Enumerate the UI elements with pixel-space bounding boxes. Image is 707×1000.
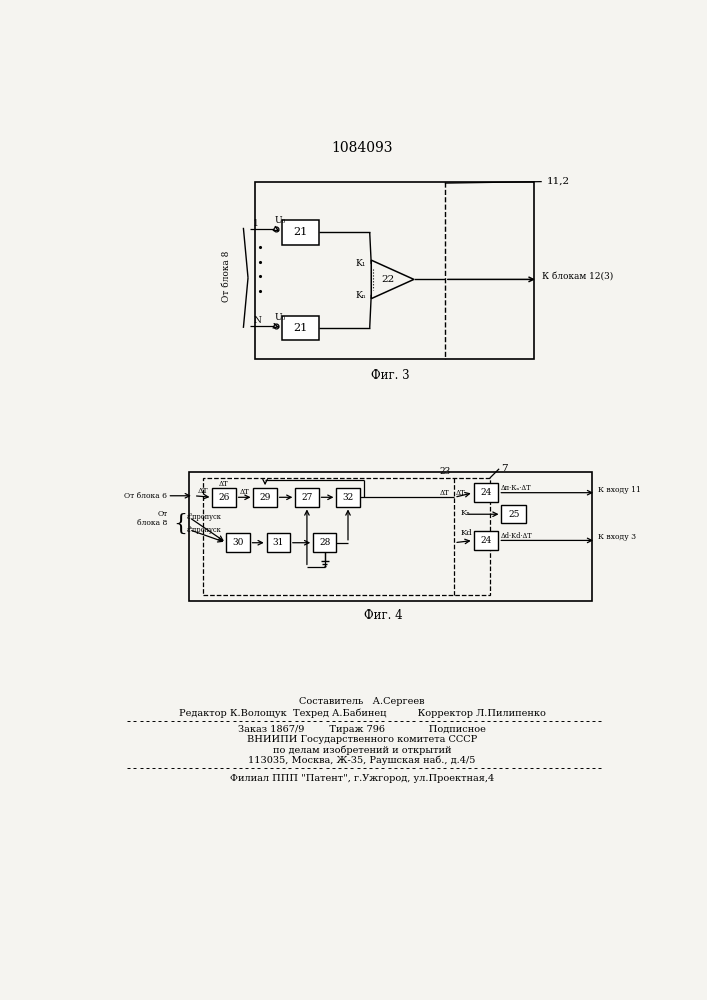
Text: Δd·Kd·ΔТ: Δd·Kd·ΔТ xyxy=(501,532,532,540)
Text: Заказ 1867/9        Тираж 796              Подписное: Заказ 1867/9 Тираж 796 Подписное xyxy=(238,725,486,734)
Bar xyxy=(337,488,360,507)
Bar xyxy=(282,220,320,245)
Text: 22: 22 xyxy=(382,275,395,284)
Text: 28: 28 xyxy=(319,538,330,547)
Text: К входу 3: К входу 3 xyxy=(598,533,636,541)
Bar xyxy=(189,472,592,601)
Text: ΔТ: ΔТ xyxy=(240,488,250,496)
Text: 113035, Москва, Ж-35, Раушская наб., д.4/5: 113035, Москва, Ж-35, Раушская наб., д.4… xyxy=(248,755,476,765)
Text: Kd: Kd xyxy=(460,529,472,537)
Text: 23: 23 xyxy=(440,467,451,476)
Text: 27: 27 xyxy=(301,493,312,502)
Text: ΔТ: ΔТ xyxy=(455,489,465,497)
Text: ΔТ: ΔТ xyxy=(440,489,450,497)
Bar xyxy=(226,533,250,552)
Text: Редактор К.Волощук  Техред А.Бабинец          Корректор Л.Пилипенко: Редактор К.Волощук Техред А.Бабинец Корр… xyxy=(178,708,545,718)
Bar xyxy=(212,488,235,507)
Text: ВНИИПИ Государственного комитета СССР: ВНИИПИ Государственного комитета СССР xyxy=(247,735,477,744)
Text: 30: 30 xyxy=(233,538,244,547)
Text: U₀: U₀ xyxy=(274,216,286,225)
Text: 1084093: 1084093 xyxy=(331,141,392,155)
Text: ΔТ: ΔТ xyxy=(219,480,229,488)
Text: 21: 21 xyxy=(293,227,308,237)
Text: по делам изобретений и открытий: по делам изобретений и открытий xyxy=(273,745,451,755)
Text: εᵏпропуск: εᵏпропуск xyxy=(187,526,221,534)
Text: N: N xyxy=(253,316,262,325)
Bar xyxy=(253,488,276,507)
Bar xyxy=(501,505,526,523)
Text: Kₙ: Kₙ xyxy=(460,509,470,517)
Text: Составитель   А.Сергеев: Составитель А.Сергеев xyxy=(299,697,425,706)
Text: 26: 26 xyxy=(218,493,230,502)
Bar xyxy=(296,488,319,507)
Text: 21: 21 xyxy=(293,323,308,333)
Text: 11,2: 11,2 xyxy=(547,177,571,186)
Text: Фиг. 4: Фиг. 4 xyxy=(363,609,402,622)
Text: К входу 11: К входу 11 xyxy=(598,486,641,494)
Text: 7: 7 xyxy=(501,464,508,473)
Text: ΔТ: ΔТ xyxy=(198,487,209,495)
Bar xyxy=(313,533,337,552)
Bar xyxy=(282,316,320,340)
Text: 1: 1 xyxy=(253,219,259,228)
Text: 25: 25 xyxy=(508,510,520,519)
Text: {: { xyxy=(173,513,187,535)
Text: От
блока 8: От блока 8 xyxy=(137,510,168,527)
Bar xyxy=(255,182,534,359)
Bar xyxy=(474,531,498,550)
Bar xyxy=(474,483,498,502)
Text: K₁: K₁ xyxy=(356,259,366,268)
Text: Фиг. 3: Фиг. 3 xyxy=(371,369,410,382)
Text: К блокам 12(3): К блокам 12(3) xyxy=(542,272,613,281)
Text: 24: 24 xyxy=(480,536,491,545)
Bar xyxy=(203,478,490,595)
Text: От блока 6: От блока 6 xyxy=(124,492,168,500)
Text: 31: 31 xyxy=(273,538,284,547)
Text: U₀: U₀ xyxy=(274,313,286,322)
Text: 32: 32 xyxy=(342,493,354,502)
Text: Филиал ППП "Патент", г.Ужгород, ул.Проектная,4: Филиал ППП "Патент", г.Ужгород, ул.Проек… xyxy=(230,774,494,783)
Text: От блока 8: От блока 8 xyxy=(222,251,230,302)
Text: 24: 24 xyxy=(480,488,491,497)
Text: Kₙ: Kₙ xyxy=(355,291,366,300)
Bar xyxy=(267,533,290,552)
Text: ε⁰пропуск: ε⁰пропуск xyxy=(187,513,222,521)
Text: 29: 29 xyxy=(259,493,271,502)
Text: Δп·Кₙ·ΔТ: Δп·Кₙ·ΔТ xyxy=(501,484,531,492)
